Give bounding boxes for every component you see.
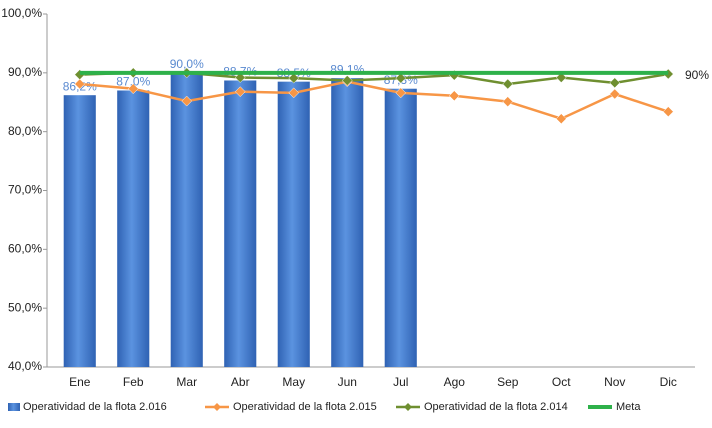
y-tick-label: 40,0% bbox=[8, 359, 42, 373]
marker bbox=[555, 113, 567, 125]
marker bbox=[502, 78, 514, 90]
bar bbox=[63, 95, 96, 367]
x-tick-label: Mar bbox=[176, 375, 197, 389]
bar bbox=[331, 78, 364, 368]
marker bbox=[341, 75, 353, 86]
x-tick-label: Oct bbox=[552, 375, 571, 389]
legend-label: Operatividad de la flota 2.015 bbox=[233, 401, 377, 413]
bar bbox=[117, 90, 150, 367]
legend-label: Operatividad de la flota 2.016 bbox=[23, 401, 167, 413]
marker bbox=[234, 86, 246, 98]
bar bbox=[224, 80, 257, 368]
marker bbox=[288, 87, 300, 99]
x-tick-label: May bbox=[282, 375, 305, 389]
legend-swatch bbox=[213, 403, 221, 411]
bar bbox=[384, 88, 417, 368]
legend-swatch bbox=[8, 403, 20, 411]
legend-label: Meta bbox=[616, 401, 641, 413]
data-label: 87,0% bbox=[116, 75, 150, 89]
y-tick-label: 80,0% bbox=[8, 124, 42, 138]
y-tick-label: 90,0% bbox=[8, 65, 42, 79]
marker bbox=[181, 95, 193, 107]
x-tick-label: Dic bbox=[660, 375, 677, 389]
bar bbox=[170, 72, 203, 367]
marker bbox=[395, 72, 407, 84]
y-tick-label: 50,0% bbox=[8, 300, 42, 314]
x-tick-label: Sep bbox=[497, 375, 519, 389]
x-tick-label: Ene bbox=[69, 375, 91, 389]
x-tick-label: Abr bbox=[231, 375, 250, 389]
marker bbox=[662, 106, 674, 118]
x-tick-label: Ago bbox=[444, 375, 466, 389]
marker bbox=[609, 88, 621, 100]
y-tick-label: 100,0% bbox=[1, 6, 42, 20]
marker bbox=[555, 72, 567, 83]
x-tick-label: Feb bbox=[123, 375, 144, 389]
marker bbox=[448, 90, 460, 102]
marker bbox=[395, 87, 407, 99]
y-tick-label: 60,0% bbox=[8, 242, 42, 256]
x-tick-label: Jun bbox=[338, 375, 357, 389]
bar bbox=[277, 81, 310, 368]
annotation: 90% bbox=[685, 68, 709, 82]
legend-swatch bbox=[404, 403, 412, 411]
y-tick-label: 70,0% bbox=[8, 183, 42, 197]
marker bbox=[234, 72, 246, 83]
marker bbox=[609, 77, 621, 89]
marker bbox=[127, 83, 139, 95]
line bbox=[79, 80, 669, 121]
legend-label: Operatividad de la flota 2.014 bbox=[424, 401, 568, 413]
x-tick-label: Jul bbox=[393, 375, 408, 389]
marker bbox=[288, 72, 300, 84]
marker bbox=[74, 78, 86, 90]
x-tick-label: Nov bbox=[604, 375, 625, 389]
data-label: 90,0% bbox=[170, 57, 204, 71]
marker bbox=[502, 96, 514, 108]
